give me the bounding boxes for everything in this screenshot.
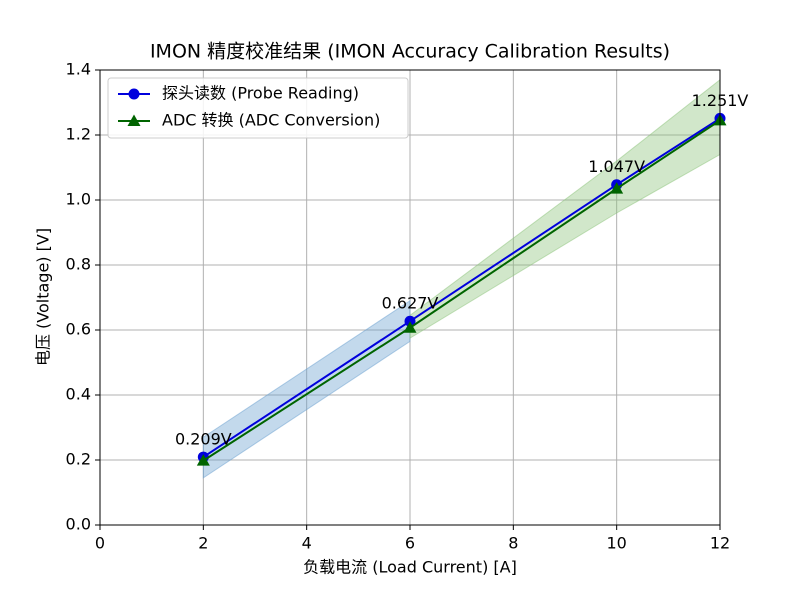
marker <box>196 454 210 466</box>
y-axis-label: 电压 (Voltage) [V] <box>34 228 53 366</box>
x-tick-label: 12 <box>710 534 730 553</box>
x-tick-label: 2 <box>198 534 208 553</box>
legend-label: ADC 转换 (ADC Conversion) <box>162 111 380 130</box>
marker <box>610 182 624 194</box>
legend: 探头读数 (Probe Reading) ADC 转换 (ADC Conversi… <box>107 77 409 139</box>
series-line <box>202 117 721 458</box>
marker <box>403 321 417 333</box>
data-label: 0.627V <box>382 294 439 313</box>
chart-title: IMON 精度校准结果 (IMON Accuracy Calibration R… <box>150 41 670 63</box>
data-label: 1.047V <box>588 157 645 176</box>
y-tick-label: 0.8 <box>66 255 91 274</box>
y-tick-label: 0.0 <box>66 515 91 534</box>
tolerance-band <box>409 78 721 340</box>
y-tick-label: 0.2 <box>66 450 91 469</box>
marker <box>128 88 140 100</box>
y-tick-label: 0.4 <box>66 385 91 404</box>
y-tick-label: 1.0 <box>66 190 91 209</box>
x-tick-label: 0 <box>95 534 105 553</box>
y-tick-label: 0.6 <box>66 320 91 339</box>
x-tick-label: 10 <box>606 534 626 553</box>
x-tick-label: 6 <box>405 534 415 553</box>
x-axis-label: 负载电流 (Load Current) [A] <box>303 558 517 577</box>
plot-frame <box>99 69 721 526</box>
x-tick-label: 4 <box>302 534 312 553</box>
legend-label: 探头读数 (Probe Reading) <box>162 84 359 103</box>
data-label: 0.209V <box>175 430 232 449</box>
series-line <box>202 119 721 462</box>
legend-box <box>107 77 409 139</box>
y-tick-label: 1.4 <box>66 60 91 79</box>
y-tick-label: 1.2 <box>66 125 91 144</box>
x-tick-label: 8 <box>508 534 518 553</box>
marker <box>127 114 141 126</box>
